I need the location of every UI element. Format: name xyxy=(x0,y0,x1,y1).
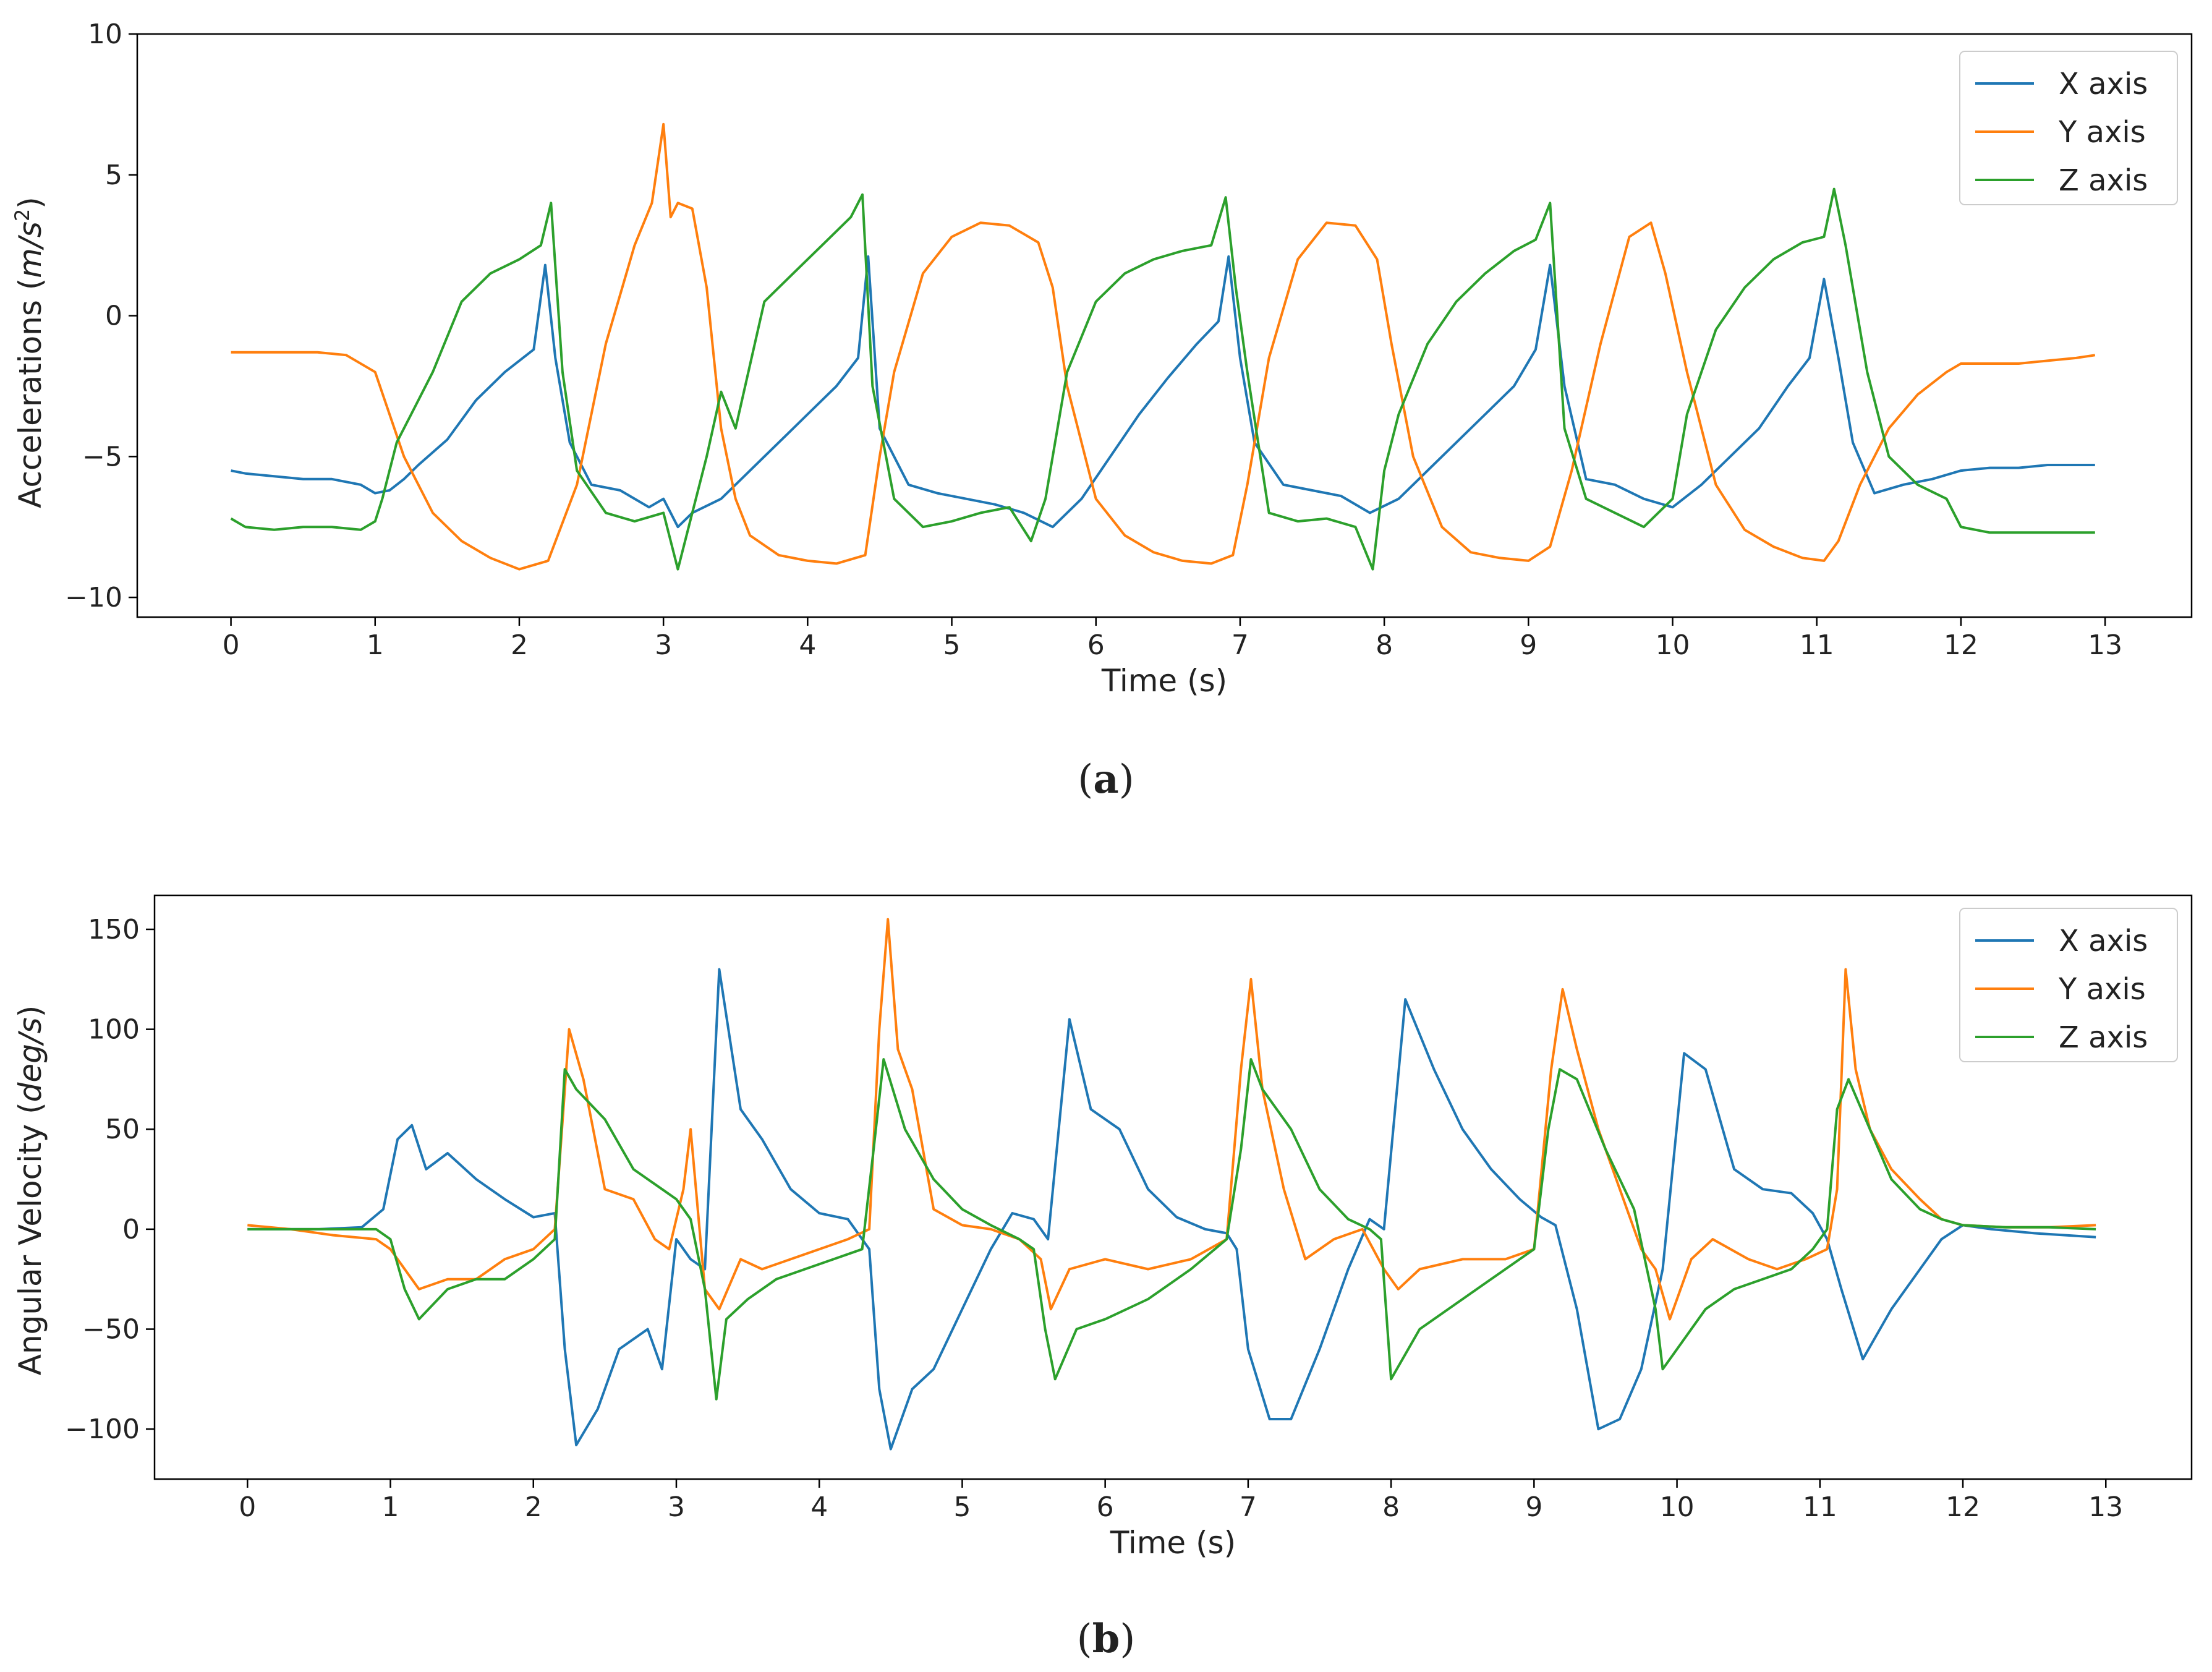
angular-velocity-y-tick-label: 100 xyxy=(88,1014,140,1046)
acceleration-x-tick-label: 1 xyxy=(367,629,384,661)
angular-velocity-x-axis-label: Time (s) xyxy=(1110,1525,1236,1561)
caption-a: (a) xyxy=(1078,756,1134,803)
angular-velocity-x-tick-label: 0 xyxy=(239,1491,256,1523)
angular-velocity-legend-box xyxy=(1959,908,2178,1062)
acceleration-series-group xyxy=(230,122,2096,571)
acceleration-x-tick-label: 8 xyxy=(1376,629,1393,661)
angular-velocity-legend-label: X axis xyxy=(2059,924,2148,958)
acceleration-series-line-x-axis xyxy=(231,255,2095,529)
acceleration-legend-box xyxy=(1959,51,2178,205)
acceleration-legend-label: X axis xyxy=(2059,67,2148,101)
acceleration-x-tick-label: 3 xyxy=(655,629,672,661)
acceleration-x-tick-label: 0 xyxy=(223,629,240,661)
acceleration-x-tick-label: 4 xyxy=(799,629,816,661)
acceleration-x-tick-label: 9 xyxy=(1520,629,1537,661)
acceleration-y-tick-label: 0 xyxy=(105,301,122,332)
angular-velocity-series-line-z-axis xyxy=(247,1058,2096,1401)
angular-velocity-x-tick-label: 4 xyxy=(810,1491,828,1523)
angular-velocity-y-axis-label: Angular Velocity (deg/s) xyxy=(12,1005,48,1376)
acceleration-series-line-y-axis xyxy=(231,122,2096,571)
acceleration-x-tick-label: 13 xyxy=(2088,629,2122,661)
angular-velocity-x-tick-label: 5 xyxy=(953,1491,971,1523)
angular-velocity-x-tick-label: 8 xyxy=(1382,1491,1400,1523)
caption-b: (b) xyxy=(1077,1616,1136,1662)
angular-velocity-legend-label: Z axis xyxy=(2059,1020,2148,1055)
angular-velocity-y-tick-label: 50 xyxy=(105,1114,140,1145)
acceleration-x-axis-label: Time (s) xyxy=(1101,663,1227,699)
angular-velocity-y-tick-label: −50 xyxy=(82,1314,140,1346)
acceleration-x-tick-label: 12 xyxy=(1944,629,1978,661)
acceleration-x-tick-label: 6 xyxy=(1087,629,1105,661)
angular-velocity-x-tick-label: 3 xyxy=(668,1491,685,1523)
angular-velocity-x-tick-label: 7 xyxy=(1240,1491,1257,1523)
acceleration-plot-frame xyxy=(136,33,2193,618)
acceleration-x-tick-label: 7 xyxy=(1231,629,1249,661)
angular-velocity-y-tick-label: 150 xyxy=(88,914,140,945)
angular-velocity-x-tick-label: 1 xyxy=(382,1491,399,1523)
angular-velocity-x-tick-label: 11 xyxy=(1803,1491,1837,1523)
acceleration-legend-label: Y axis xyxy=(2058,115,2146,150)
angular-velocity-legend: X axis Y axis Z axis xyxy=(1959,908,2178,1062)
angular-velocity-plot-frame xyxy=(153,894,2193,1480)
angular-velocity-x-tick-label: 10 xyxy=(1660,1491,1695,1523)
acceleration-y-tick-label: −10 xyxy=(65,582,122,613)
acceleration-x-tick-label: 11 xyxy=(1800,629,1834,661)
acceleration-y-tick-label: 10 xyxy=(88,19,122,50)
acceleration-x-tick-label: 10 xyxy=(1656,629,1690,661)
angular-velocity-x-tick-label: 6 xyxy=(1097,1491,1114,1523)
angular-velocity-x-tick-label: 13 xyxy=(2088,1491,2123,1523)
angular-velocity-series-line-x-axis xyxy=(247,968,2096,1451)
acceleration-y-axis-label: Accelerations (m/s2) xyxy=(11,197,48,508)
angular-velocity-series-group xyxy=(247,918,2096,1451)
acceleration-x-tick-label: 2 xyxy=(511,629,528,661)
acceleration-y-tick-label: −5 xyxy=(82,441,122,472)
acceleration-legend: X axis Y axis Z axis xyxy=(1959,51,2178,205)
acceleration-y-tick-label: 5 xyxy=(105,160,122,191)
acceleration-legend-label: Z axis xyxy=(2059,163,2148,198)
angular-velocity-x-tick-label: 12 xyxy=(1946,1491,1980,1523)
angular-velocity-series-line-y-axis xyxy=(247,918,2096,1321)
angular-velocity-y-tick-label: −100 xyxy=(65,1414,140,1445)
angular-velocity-y-tick-label: 0 xyxy=(122,1214,140,1245)
angular-velocity-x-tick-label: 9 xyxy=(1525,1491,1542,1523)
angular-velocity-x-tick-label: 2 xyxy=(525,1491,542,1523)
angular-velocity-legend-label: Y axis xyxy=(2058,972,2146,1007)
acceleration-series-line-z-axis xyxy=(230,187,2095,571)
acceleration-x-tick-label: 5 xyxy=(943,629,961,661)
